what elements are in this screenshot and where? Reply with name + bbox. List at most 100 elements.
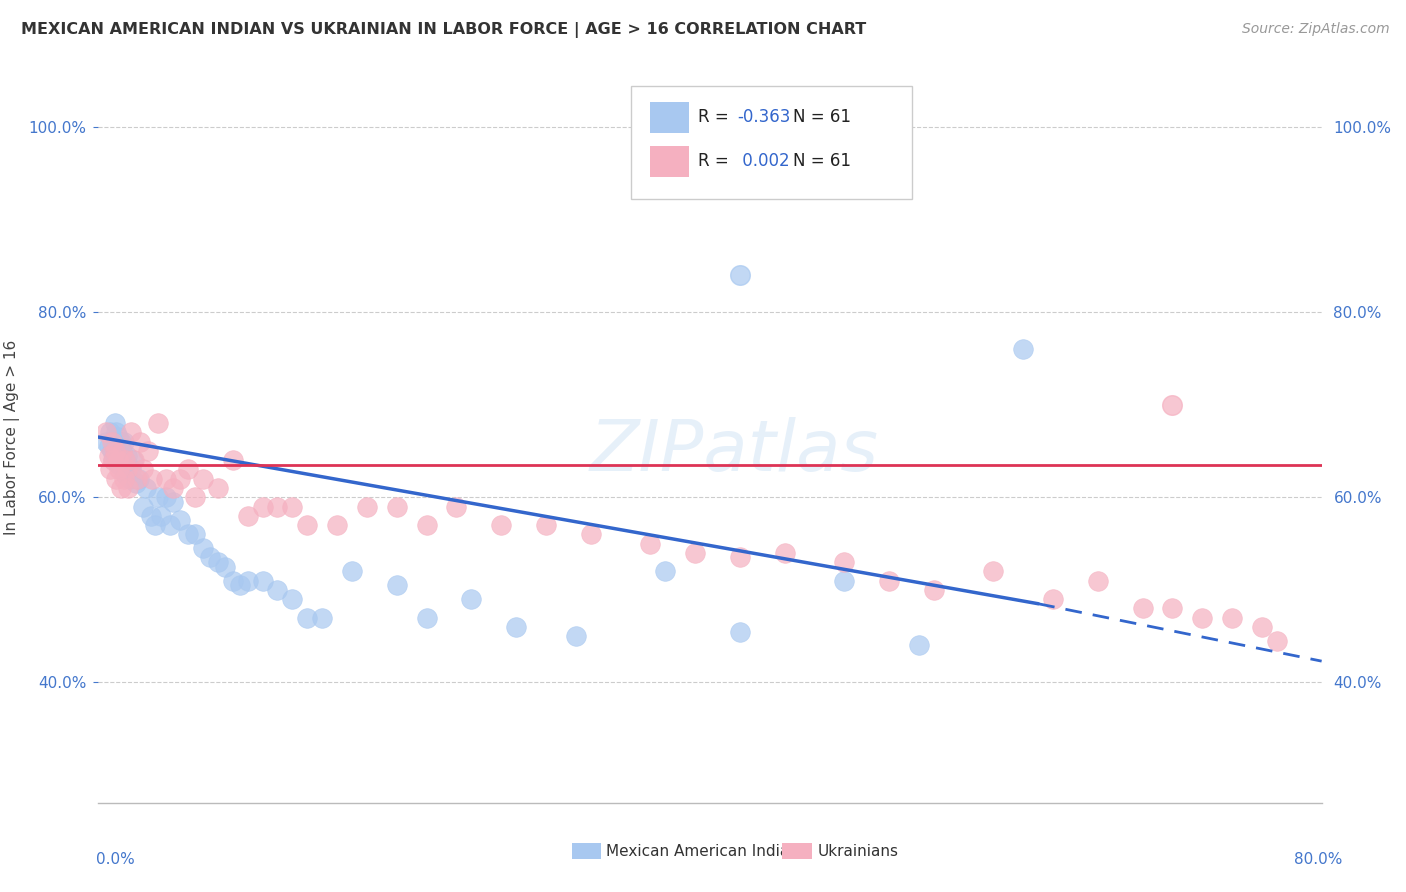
Point [683,546,706,560]
Point [832,574,855,588]
Point [146,416,169,430]
Point [117,458,139,472]
Point [114,453,136,467]
Point [117,481,139,495]
Point [94,434,117,449]
Text: Source: ZipAtlas.com: Source: ZipAtlas.com [1241,22,1389,37]
Point [236,508,259,523]
Point [654,147,676,161]
Point [229,578,252,592]
Point [1251,620,1274,634]
Point [135,481,157,495]
Text: N = 61: N = 61 [793,153,851,170]
Point [125,476,148,491]
Point [132,462,155,476]
Point [184,490,207,504]
Point [110,434,132,449]
Point [565,629,588,643]
Point [266,500,288,514]
Point [191,472,214,486]
Point [654,565,676,579]
FancyBboxPatch shape [782,843,811,859]
Point [115,449,138,463]
Point [534,518,557,533]
Point [385,578,408,592]
Point [184,527,207,541]
Point [97,439,120,453]
Point [773,546,796,560]
Point [97,449,120,463]
Point [114,467,136,482]
Text: Ukrainians: Ukrainians [818,844,898,859]
Point [415,610,437,624]
Point [236,574,259,588]
Point [252,574,274,588]
Point [159,518,181,533]
Point [1265,633,1288,648]
Point [103,453,125,467]
Point [221,574,243,588]
Text: Mexican American Indians: Mexican American Indians [606,844,807,859]
Point [191,541,214,556]
Point [207,481,229,495]
Point [136,444,159,458]
Point [122,453,145,467]
Point [162,481,184,495]
Point [101,434,124,449]
Point [128,472,150,486]
Point [110,481,132,495]
Point [112,472,135,486]
Point [118,472,141,486]
Point [385,500,408,514]
Y-axis label: In Labor Force | Age > 16: In Labor Force | Age > 16 [4,340,20,534]
Text: MEXICAN AMERICAN INDIAN VS UKRAINIAN IN LABOR FORCE | AGE > 16 CORRELATION CHART: MEXICAN AMERICAN INDIAN VS UKRAINIAN IN … [21,22,866,38]
Point [311,610,333,624]
Point [983,565,1005,579]
Point [446,500,468,514]
Point [579,527,602,541]
Point [150,508,173,523]
Point [728,550,751,565]
Point [460,592,482,607]
Point [114,453,136,467]
Point [111,444,134,458]
Point [155,472,177,486]
Point [505,620,527,634]
Point [832,555,855,569]
Point [169,472,191,486]
Point [356,500,378,514]
Text: -0.363: -0.363 [737,109,790,127]
Point [207,555,229,569]
Point [340,565,363,579]
Point [281,592,304,607]
Point [1132,601,1154,615]
Point [120,425,142,440]
Text: ZIPatlas: ZIPatlas [591,417,879,486]
FancyBboxPatch shape [650,146,689,177]
Point [1087,574,1109,588]
FancyBboxPatch shape [650,102,689,133]
Point [297,518,319,533]
Point [98,462,121,476]
Point [132,500,155,514]
Point [177,462,200,476]
Point [129,434,152,449]
Point [155,490,177,504]
Point [105,444,128,458]
Point [104,416,127,430]
Point [1161,398,1184,412]
Point [101,444,124,458]
Point [115,462,138,476]
Text: 0.002: 0.002 [737,153,790,170]
Point [877,574,900,588]
Point [1042,592,1064,607]
Point [162,495,184,509]
Point [141,472,163,486]
Point [728,268,751,282]
Point [111,444,134,458]
Text: 80.0%: 80.0% [1295,852,1343,867]
Point [143,518,166,533]
Point [104,449,127,463]
Point [121,453,143,467]
Text: 0.0%: 0.0% [96,852,135,867]
